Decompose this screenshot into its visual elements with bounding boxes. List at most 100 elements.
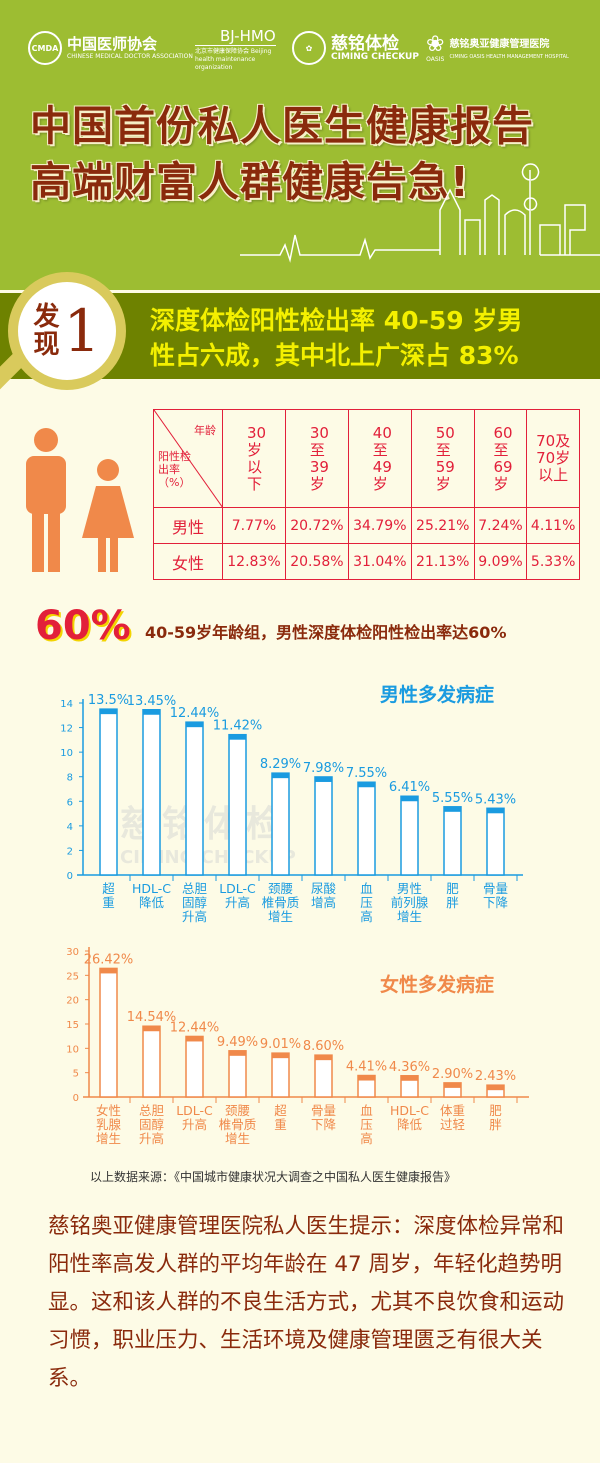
ciming-emblem-icon: ✿ [292,31,326,65]
col-header: 30岁以下 [222,409,286,508]
highlight-percent: 60% [35,603,131,649]
logo-bjhmo: BJ-HMO 北京市健康保障协会 Beijing health maintena… [195,28,290,71]
bar-cap [100,709,117,715]
category-label: 颈腰 [268,881,293,896]
category-label: 增高 [311,895,336,910]
bar [443,806,462,876]
bar [142,709,161,876]
category-label: 胖 [489,1117,502,1132]
category-label: HDL-C [390,1103,429,1118]
highlight-text: 40-59岁年龄组，男性深度体检阳性检出率达60% [145,623,507,642]
data-label: 7.55% [346,766,387,781]
data-label: 13.5% [88,693,129,708]
category-label: 前列腺 [391,895,429,910]
col-header: 40至49岁 [347,409,412,508]
finding-label: 发现 [33,302,60,360]
category-label: 升高 [182,909,207,924]
cell: 21.13% [410,543,475,580]
table-row: 女性 12.83% 20.58% 31.04% 21.13% 9.09% 5.3… [153,543,580,580]
logo-ciming: ✿ 慈铭体检 CIMING CHECKUP [292,28,419,68]
category-label: 下降 [311,1117,337,1132]
category-label: 下降 [483,895,509,910]
finding-text: 深度体检阳性检出率 40-59 岁男 性占六成，其中北上广深占 83% [150,303,522,373]
magnifier-badge: 发现 1 [8,272,126,390]
corner-cell: 年龄 阳性检出率（%） [153,409,223,508]
title-line-2: 高端财富人群健康告急! [30,158,470,206]
finding-line-2: 性占六成，其中北上广深占 83% [150,341,519,370]
bar-cap [401,1075,418,1081]
cell: 31.04% [347,543,412,580]
y-tick-label: 25 [66,971,79,982]
y-tick-label: 0 [73,1093,79,1104]
category-label: 男性 [397,881,422,896]
category-label: 椎骨质 [262,895,300,910]
age-label: 年龄 [194,424,216,437]
logo-name: 中国医师协会 [67,34,158,53]
row-label: 男性 [153,507,223,544]
lotus-icon: ❀ OASIS [426,31,445,63]
male-chart-title: 男性多发病症 [380,684,495,706]
bar [142,1025,161,1098]
category-label: 过轻 [440,1117,465,1132]
data-label: 11.42% [213,719,263,734]
bar [271,772,290,876]
category-label: 胖 [446,895,459,910]
category-label: 血 [360,881,373,896]
category-label: 重 [102,895,115,910]
bar-cap [315,1055,332,1061]
category-label: 压 [360,1117,373,1132]
cell: 9.09% [473,543,528,580]
male-female-figures-icon [26,428,134,572]
category-label: 骨量 [311,1103,336,1118]
logo-name: BJ-HMO [195,28,276,46]
logo-oasis: ❀ OASIS 慈铭奥亚健康管理医院 CIMING OASIS HEALTH MAN… [426,28,569,68]
y-tick-label: 30 [66,947,79,958]
category-label: 肥 [446,881,459,896]
category-label: 高 [360,1131,373,1146]
category-label: 总胆 [182,881,207,896]
data-label: 2.90% [432,1067,473,1082]
cmda-emblem-icon: CMDA [28,31,62,65]
data-label: 12.44% [170,1020,220,1035]
cell: 12.83% [222,543,286,580]
y-tick-label: 10 [60,748,73,759]
data-label: 26.42% [84,952,134,967]
category-label: 压 [360,895,373,910]
category-label: 固醇 [139,1117,164,1132]
bar [99,708,118,876]
bar [486,807,505,876]
bar [357,781,376,876]
data-source: 以上数据来源：《中国城市健康状况大调查之中国私人医生健康报告》 [90,1170,457,1184]
category-label: 女性 [96,1103,121,1118]
cell: 20.58% [284,543,349,580]
category-label: 尿酸 [311,881,337,896]
data-label: 7.98% [303,761,344,776]
data-label: 14.54% [127,1010,177,1025]
bar-cap [229,734,246,740]
data-label: 9.49% [217,1035,258,1050]
bar-cap [401,796,418,802]
cell: 7.24% [473,507,528,544]
bar-cap [358,1075,375,1081]
bar [228,1050,247,1098]
row-label: 女性 [153,543,223,580]
female-chart-title: 女性多发病症 [380,974,495,996]
category-label: 降低 [397,1117,423,1132]
bar [314,776,333,876]
bar [357,1074,376,1098]
y-tick-label: 5 [73,1069,79,1080]
data-label: 4.41% [346,1060,387,1075]
bar-cap [444,806,461,812]
y-tick-label: 4 [67,822,73,833]
category-label: 降低 [139,895,165,910]
category-label: 升高 [139,1131,164,1146]
data-label: 4.36% [389,1060,430,1075]
category-label: 增生 [225,1131,250,1146]
data-label: 2.43% [475,1069,516,1084]
category-label: 升高 [182,1117,207,1132]
bar-cap [143,709,160,715]
logo-sub: CIMING OASIS HEALTH MANAGEMENT HOSPITAL [449,53,569,60]
title-line-1: 中国首份私人医生健康报告 [30,102,534,150]
category-label: 乳腺 [96,1117,122,1132]
